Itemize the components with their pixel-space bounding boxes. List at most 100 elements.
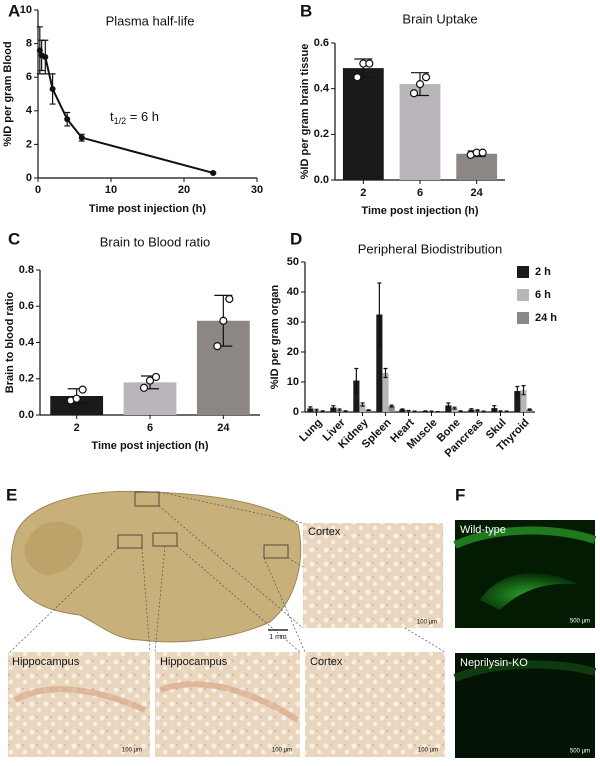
scale-bar-label: 500 µm bbox=[570, 749, 590, 755]
y-axis-label: %ID per gram organ bbox=[269, 284, 281, 389]
scale-bar-label: 100 µm bbox=[272, 748, 292, 754]
error-bar bbox=[406, 409, 411, 412]
legend-swatch bbox=[517, 289, 529, 301]
x-tick-label: 6 bbox=[417, 187, 423, 199]
x-tick-label: 2 bbox=[360, 187, 366, 199]
annotation-part: t bbox=[110, 109, 114, 124]
error-bar bbox=[354, 367, 359, 394]
y-tick-label: 4 bbox=[26, 105, 33, 117]
x-axis-label: Time post injection (h) bbox=[91, 440, 208, 452]
legend-swatch bbox=[517, 266, 529, 278]
legend-label: 2 h bbox=[535, 266, 551, 278]
error-bar bbox=[412, 410, 417, 413]
data-point bbox=[151, 372, 161, 382]
data-point bbox=[64, 116, 71, 123]
data-point bbox=[72, 394, 81, 403]
x-tick-label: 0 bbox=[35, 184, 41, 196]
y-tick-label: 30 bbox=[287, 316, 299, 328]
chart-title: Peripheral Biodistribution bbox=[358, 241, 503, 256]
fluorescence-0: Wild-type 500 µm bbox=[453, 520, 597, 628]
y-tick-label: 0.6 bbox=[19, 300, 34, 312]
annotation-part: 1/2 bbox=[114, 116, 127, 126]
error-bar bbox=[423, 410, 428, 412]
cerebellum bbox=[24, 521, 83, 575]
data-point bbox=[478, 148, 487, 157]
error-bar bbox=[469, 408, 474, 412]
error-bar bbox=[320, 410, 325, 412]
y-axis-label: Brain to blood ratio bbox=[4, 292, 16, 394]
annotation: t1/2 = 6 h bbox=[110, 109, 159, 126]
y-axis-label: %ID per gram Blood bbox=[2, 41, 14, 146]
inset-label: Hippocampus bbox=[160, 656, 228, 668]
inset-3: Cortex 100 µm bbox=[305, 652, 445, 757]
y-tick-label: 2 bbox=[26, 138, 32, 150]
error-bar bbox=[308, 406, 313, 411]
panel-letter: C bbox=[8, 229, 20, 248]
chart: C Brain to Blood ratio Brain to blood rati… bbox=[4, 229, 260, 452]
legend-label: 6 h bbox=[535, 289, 551, 301]
data-point bbox=[78, 385, 87, 394]
panel-letter: B bbox=[300, 1, 312, 20]
y-tick-label: 0.0 bbox=[314, 174, 329, 186]
error-bar bbox=[527, 408, 532, 411]
error-bar bbox=[314, 408, 319, 412]
bar bbox=[456, 153, 498, 180]
inset-label: Cortex bbox=[310, 656, 343, 668]
error-bar bbox=[383, 367, 388, 379]
y-tick-label: 8 bbox=[26, 38, 32, 50]
inset-2: Hippocampus 100 µm bbox=[155, 652, 300, 757]
data-point bbox=[219, 316, 228, 325]
bar bbox=[376, 314, 383, 412]
bar bbox=[359, 404, 366, 412]
y-tick-label: 50 bbox=[287, 256, 299, 268]
y-tick-label: 0.4 bbox=[19, 336, 35, 348]
panel-letter: A bbox=[8, 1, 20, 20]
annotation-part: = 6 h bbox=[126, 109, 159, 124]
x-axis-label: Time post injection (h) bbox=[361, 205, 478, 217]
error-bar bbox=[366, 409, 371, 412]
data-point bbox=[210, 169, 217, 176]
bar bbox=[520, 390, 527, 412]
y-tick-label: 0 bbox=[293, 406, 299, 418]
x-tick-label: 2 bbox=[74, 422, 80, 434]
data-point bbox=[49, 85, 56, 92]
error-bar bbox=[343, 410, 348, 412]
micrograph bbox=[303, 523, 443, 628]
inset-1: Hippocampus 100 µm bbox=[8, 652, 150, 757]
chart-title: Plasma half-life bbox=[106, 13, 195, 28]
chart-title: Brain to Blood ratio bbox=[100, 234, 211, 249]
y-tick-label: 0.6 bbox=[314, 37, 329, 49]
data-point bbox=[145, 376, 155, 385]
x-tick-label: 6 bbox=[147, 422, 153, 434]
data-point bbox=[78, 134, 85, 141]
error-bar bbox=[331, 405, 336, 410]
y-tick-label: 0.8 bbox=[19, 264, 34, 276]
bar bbox=[451, 408, 458, 412]
error-bar bbox=[429, 410, 434, 413]
bar bbox=[342, 68, 384, 180]
roi-box bbox=[134, 491, 160, 507]
error-bar bbox=[504, 410, 509, 413]
data-point bbox=[409, 89, 419, 98]
scale-bar-label: 100 µm bbox=[122, 748, 142, 754]
chart: B Brain Uptake %ID per gram brain tissue Ti… bbox=[299, 1, 505, 217]
y-axis-label: %ID per gram brain tissue bbox=[299, 44, 311, 180]
inset-0: Cortex 100 µm bbox=[303, 523, 443, 628]
panel-letter: E bbox=[6, 485, 17, 504]
error-bar bbox=[475, 409, 480, 412]
error-bar bbox=[446, 402, 451, 409]
legend-swatch bbox=[517, 312, 529, 324]
chart: A Plasma half-life %ID per gram Blood Time … bbox=[2, 1, 263, 214]
scale-bar-label: 100 µm bbox=[418, 748, 438, 754]
error-bar bbox=[458, 410, 463, 412]
data-point bbox=[365, 59, 374, 68]
error-bar bbox=[521, 385, 526, 396]
data-point bbox=[415, 79, 425, 89]
x-axis-label: Time post injection (h) bbox=[89, 203, 206, 215]
bar bbox=[399, 84, 441, 180]
fluorescence-1: Neprilysin-KO 500 µm bbox=[453, 653, 597, 758]
inset-label: Hippocampus bbox=[12, 656, 80, 668]
x-tick-label: 10 bbox=[105, 184, 117, 196]
error-bar bbox=[377, 282, 382, 347]
chart-title: Brain Uptake bbox=[402, 11, 477, 26]
